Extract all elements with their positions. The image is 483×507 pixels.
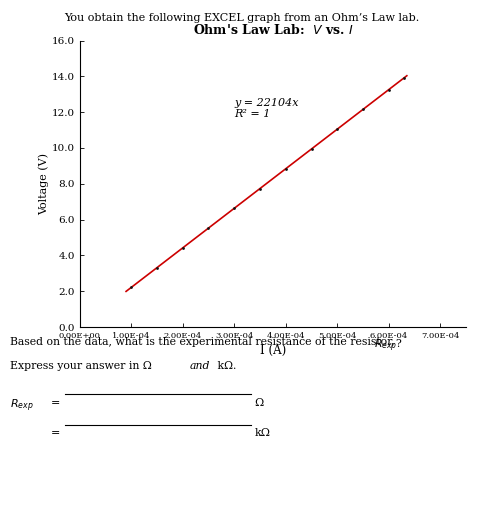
Point [308, 145, 315, 153]
Point [230, 204, 238, 212]
Title: Ohm's Law Lab:  $V$ vs. $I$: Ohm's Law Lab: $V$ vs. $I$ [193, 23, 353, 37]
Point [359, 105, 367, 114]
Text: $R_{exp}$: $R_{exp}$ [10, 398, 33, 414]
Text: Based on the data, what is the experimental resistance of the resistor,: Based on the data, what is the experimen… [10, 337, 398, 347]
Text: kΩ: kΩ [255, 428, 270, 439]
Point [128, 283, 135, 292]
Point [282, 165, 290, 173]
Text: You obtain the following EXCEL graph from an Ohm’s Law lab.: You obtain the following EXCEL graph fro… [64, 13, 419, 23]
Text: and: and [190, 361, 210, 371]
Point [333, 125, 341, 133]
Text: y = 22104x
R² = 1: y = 22104x R² = 1 [234, 98, 299, 119]
Point [400, 74, 408, 82]
Text: Express your answer in Ω: Express your answer in Ω [10, 361, 155, 371]
Point [256, 185, 264, 193]
Text: kΩ.: kΩ. [214, 361, 237, 371]
Text: $R_{exp}$?: $R_{exp}$? [374, 337, 403, 353]
Point [205, 224, 213, 232]
Point [153, 264, 161, 272]
Text: =: = [51, 428, 60, 439]
Text: =: = [51, 398, 60, 408]
Point [179, 244, 186, 252]
X-axis label: I (A): I (A) [260, 344, 286, 357]
Text: Ω: Ω [255, 398, 264, 408]
Point [385, 86, 393, 94]
Y-axis label: Voltage (V): Voltage (V) [38, 153, 49, 215]
